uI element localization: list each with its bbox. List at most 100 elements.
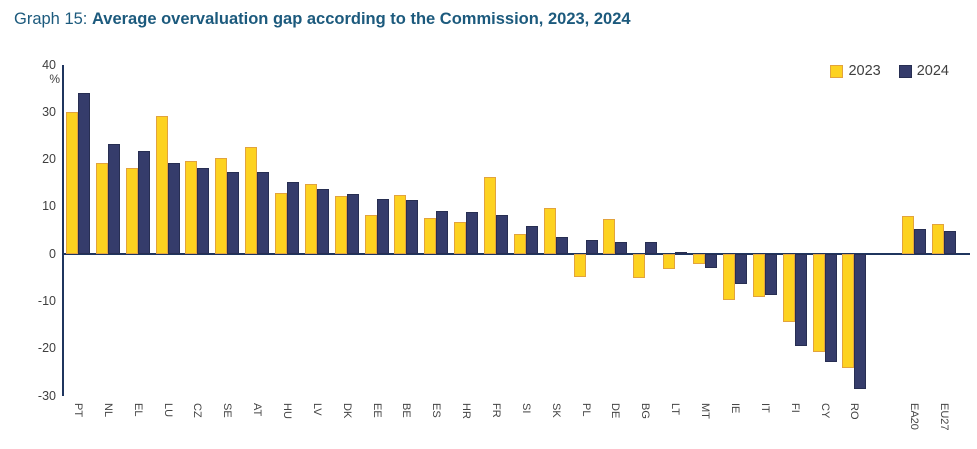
- bar-AT-2023: [245, 146, 258, 255]
- bar-NL-2024: [107, 143, 120, 255]
- bar-FI-2023: [782, 254, 795, 322]
- bar-CZ-2024: [197, 167, 210, 255]
- x-category-label-DE: DE: [609, 403, 622, 419]
- bar-EA20-2023: [902, 216, 915, 255]
- bar-EE-2024: [376, 199, 389, 255]
- bar-AT-2024: [257, 172, 270, 255]
- chart-title-text: Average overvaluation gap according to t…: [91, 10, 631, 28]
- bar-LT-2023: [663, 254, 676, 270]
- bar-MT-2023: [693, 254, 706, 264]
- bar-NL-2023: [95, 162, 108, 255]
- legend-label-2024: 2024: [916, 63, 949, 79]
- bar-DE-2024: [615, 241, 628, 255]
- legend-label-2023: 2023: [848, 63, 881, 79]
- y-tick-label: -30: [37, 388, 56, 403]
- x-category-label-BE: BE: [400, 403, 413, 418]
- bar-ES-2023: [424, 218, 437, 255]
- bar-DE-2023: [603, 218, 616, 255]
- x-category-label-LT: LT: [669, 403, 682, 416]
- bar-SE-2023: [215, 158, 228, 255]
- bar-BG-2023: [633, 254, 646, 279]
- x-category-label-CY: CY: [818, 403, 831, 419]
- x-category-label-EU27: EU27: [937, 403, 950, 431]
- bar-BE-2023: [394, 194, 407, 255]
- x-category-label-IE: IE: [728, 403, 741, 414]
- x-category-label-EE: EE: [370, 403, 383, 418]
- chart-title: Graph 15: Average overvaluation gap acco…: [14, 10, 631, 29]
- x-category-label-HU: HU: [281, 403, 294, 419]
- x-category-label-SI: SI: [519, 403, 532, 414]
- bar-HR-2024: [466, 211, 479, 255]
- x-category-label-NL: NL: [101, 403, 114, 418]
- bar-MT-2024: [705, 254, 718, 268]
- x-category-label-LU: LU: [161, 403, 174, 418]
- legend-item-2024: 2024: [898, 63, 949, 79]
- x-category-label-RO: RO: [848, 403, 861, 420]
- bar-EU27-2024: [943, 230, 956, 255]
- bar-CZ-2023: [185, 160, 198, 255]
- legend-swatch-2024: [898, 64, 912, 78]
- x-category-label-LV: LV: [310, 403, 323, 416]
- x-category-label-PT: PT: [72, 403, 84, 418]
- y-tick-label: 10: [42, 199, 56, 214]
- bar-EL-2024: [137, 150, 150, 255]
- bar-EA20-2024: [914, 228, 927, 255]
- x-category-label-FI: FI: [788, 403, 801, 413]
- bar-EE-2023: [364, 215, 377, 255]
- bar-SK-2023: [543, 208, 556, 255]
- bar-RO-2024: [854, 254, 867, 389]
- x-category-label-CZ: CZ: [191, 403, 204, 418]
- y-axis-line: [62, 65, 64, 396]
- bar-CY-2023: [812, 254, 825, 353]
- x-category-label-DK: DK: [340, 403, 353, 419]
- x-category-label-AT: AT: [251, 403, 264, 417]
- x-category-label-MT: MT: [699, 403, 712, 419]
- bar-CY-2024: [824, 254, 837, 362]
- bar-FR-2023: [484, 177, 497, 255]
- bar-HU-2023: [275, 192, 288, 255]
- bar-LU-2024: [167, 163, 180, 255]
- x-category-label-SK: SK: [549, 403, 562, 418]
- bar-EL-2023: [125, 167, 138, 255]
- bar-BG-2024: [645, 242, 658, 255]
- bar-FR-2024: [496, 215, 509, 255]
- bar-DK-2024: [346, 194, 359, 255]
- bar-IE-2023: [722, 254, 735, 300]
- bar-SI-2024: [525, 226, 538, 255]
- x-category-label-SE: SE: [221, 403, 234, 418]
- bar-IE-2024: [734, 254, 747, 285]
- bar-SI-2023: [513, 233, 526, 255]
- bar-DK-2023: [334, 196, 347, 255]
- bar-HU-2024: [287, 181, 300, 255]
- x-category-label-PL: PL: [579, 403, 592, 417]
- bar-PL-2024: [585, 239, 598, 255]
- legend-item-2023: 2023: [830, 63, 881, 79]
- bar-PL-2023: [573, 254, 586, 278]
- bar-IT-2024: [764, 254, 777, 295]
- bar-LU-2023: [155, 115, 168, 255]
- bar-PT-2023: [66, 111, 78, 255]
- x-category-label-HR: HR: [460, 403, 473, 419]
- bar-FI-2024: [794, 254, 807, 346]
- y-tick-label: 30: [42, 104, 56, 119]
- x-category-label-ES: ES: [430, 403, 443, 418]
- x-category-label-IT: IT: [758, 403, 771, 413]
- bar-SK-2024: [555, 237, 568, 255]
- bar-SE-2024: [227, 171, 240, 255]
- x-category-label-BG: BG: [639, 403, 652, 419]
- bar-HR-2023: [454, 222, 467, 255]
- chart-title-prefix: Graph 15:: [14, 10, 88, 28]
- bar-RO-2023: [842, 254, 855, 368]
- bar-EU27-2023: [931, 224, 944, 255]
- bar-ES-2024: [436, 211, 449, 255]
- y-tick-label: 20: [42, 152, 56, 167]
- bar-BE-2024: [406, 199, 419, 255]
- bar-LV-2023: [304, 183, 317, 255]
- y-tick-label: 40: [42, 57, 56, 72]
- y-tick-label: -20: [37, 341, 56, 356]
- x-category-label-FR: FR: [490, 403, 503, 418]
- bar-IT-2023: [752, 254, 765, 297]
- bar-LT-2024: [675, 252, 688, 255]
